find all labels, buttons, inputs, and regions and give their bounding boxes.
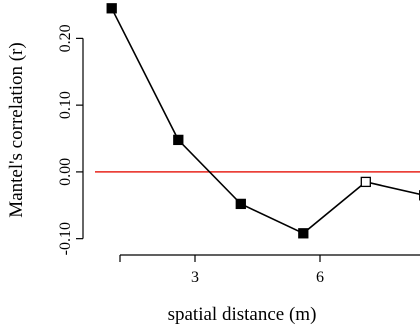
- y-tick-label: -0.10: [57, 222, 74, 255]
- series-line: [110, 7, 420, 235]
- data-point-filled: [173, 134, 184, 146]
- series-layer: [106, 3, 420, 239]
- x-axis-label: spatial distance (m): [168, 304, 317, 325]
- y-tick-label: 0.10: [57, 91, 74, 119]
- x-tick-label: 3: [191, 269, 199, 286]
- y-tick-label: 0.20: [57, 24, 74, 52]
- data-point-filled: [298, 228, 309, 239]
- data-point-filled: [106, 3, 117, 14]
- y-tick-label: 0.00: [57, 158, 74, 186]
- data-point-open: [360, 176, 371, 188]
- data-point-filled: [235, 198, 246, 210]
- y-axis: -0.10 0.00 0.10 0.20: [57, 24, 84, 255]
- x-tick-label: 6: [316, 269, 324, 286]
- y-axis-label: Mantel's correlation (r): [6, 42, 27, 217]
